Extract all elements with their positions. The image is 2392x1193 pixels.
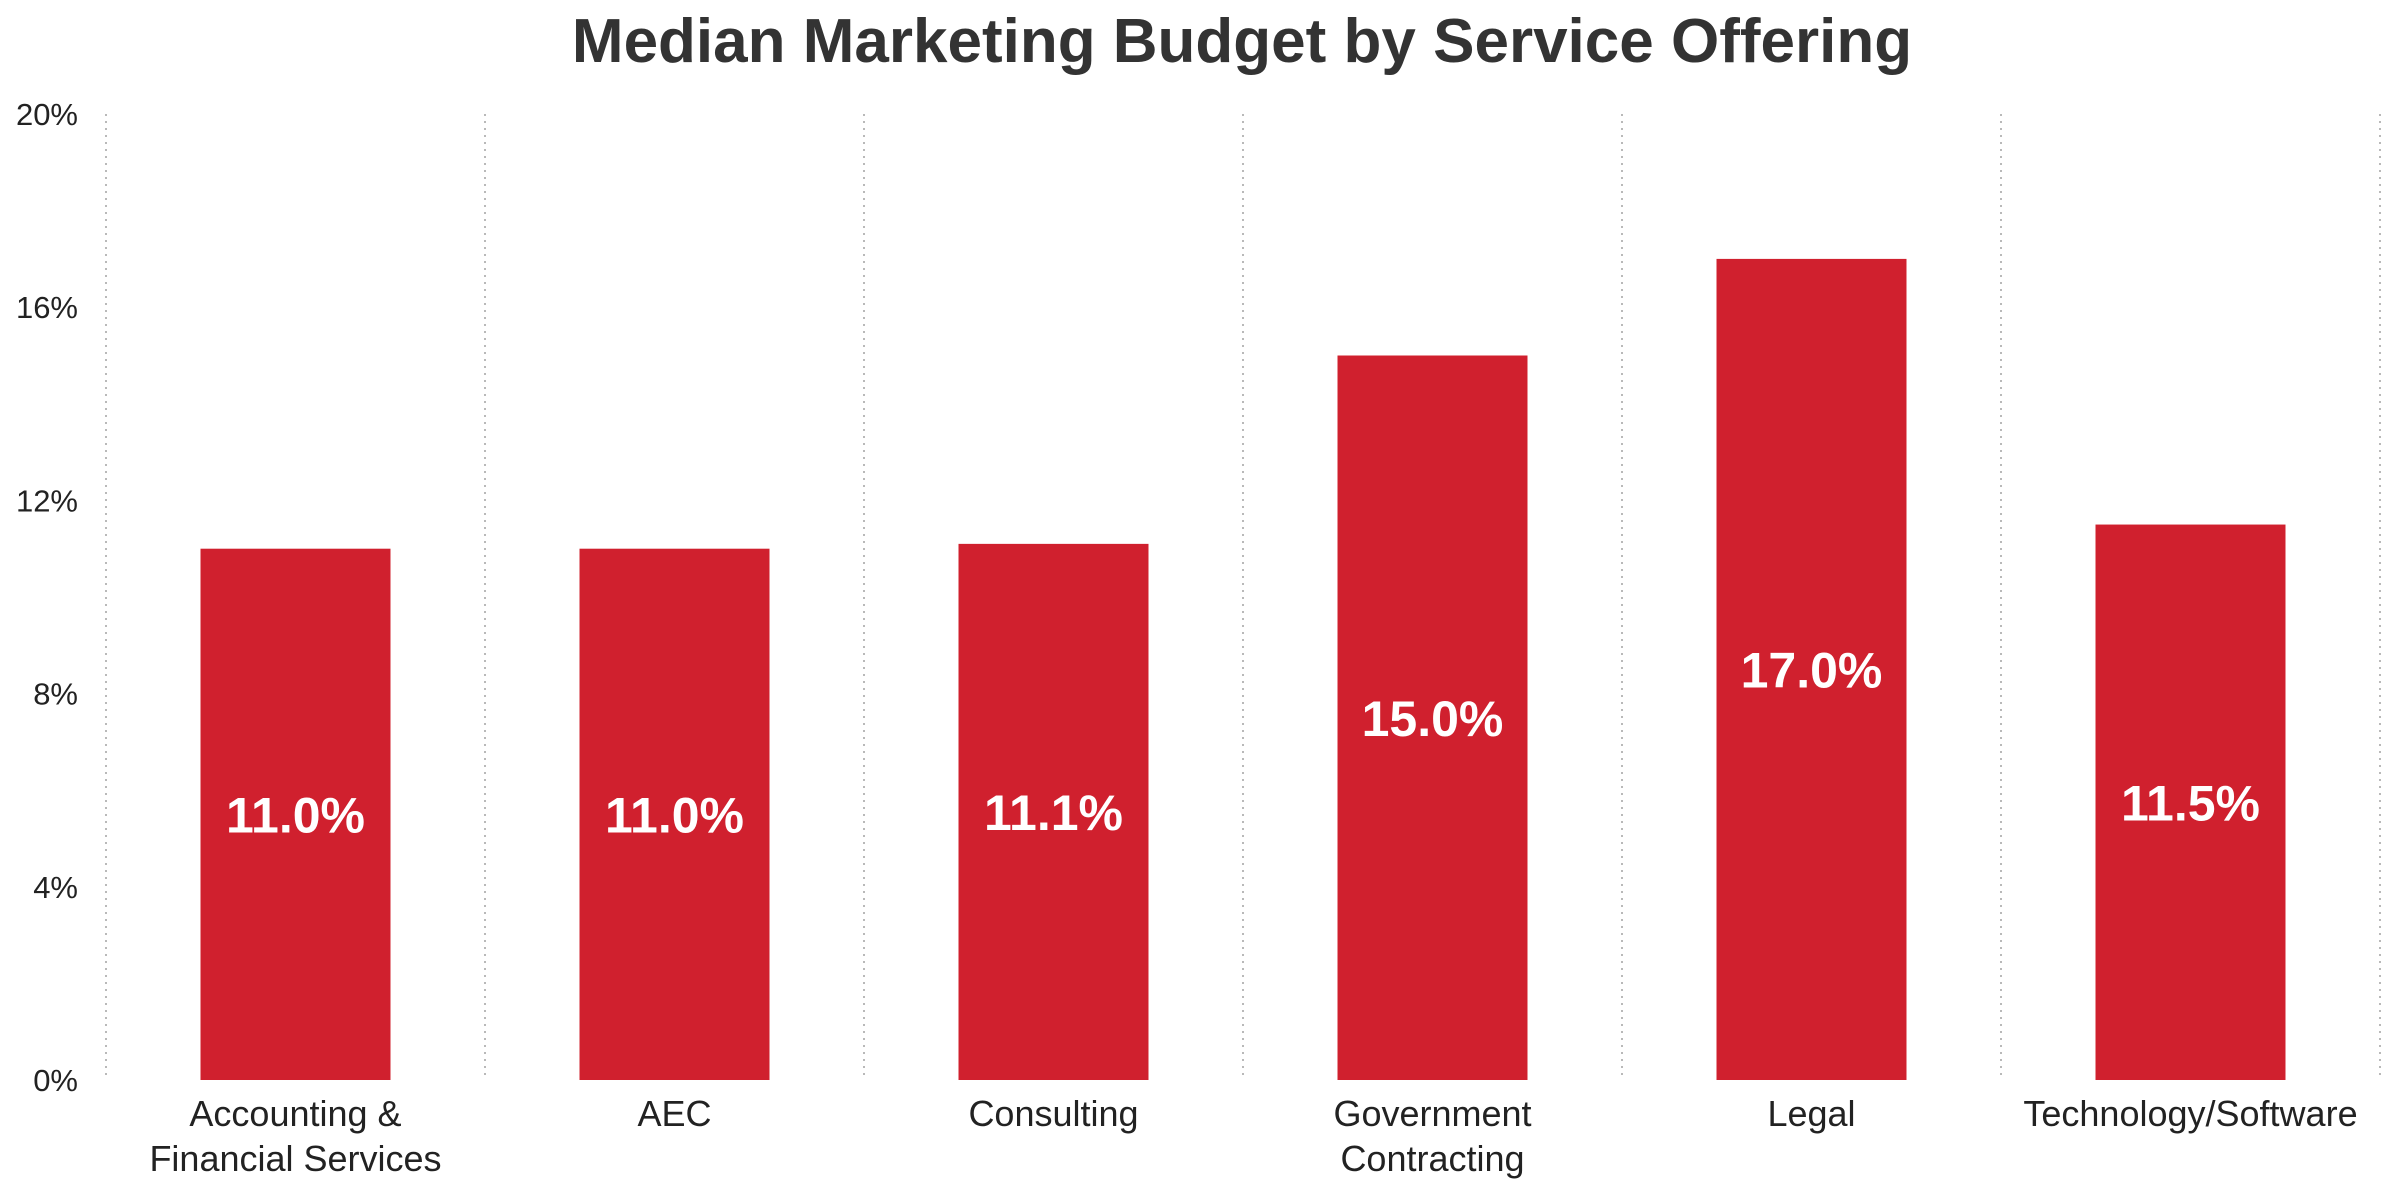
y-tick-label: 4% bbox=[33, 870, 78, 905]
bars bbox=[200, 258, 2286, 1080]
bar-value-label: 11.0% bbox=[226, 787, 365, 843]
bar-value-label: 17.0% bbox=[1741, 642, 1883, 698]
y-tick-label: 0% bbox=[33, 1063, 78, 1098]
bar-value-label: 11.0% bbox=[605, 787, 744, 843]
x-tick-label: Accounting & Financial Services bbox=[149, 1093, 441, 1179]
x-tick-label: Legal bbox=[1767, 1093, 1855, 1134]
x-tick-label: Consulting bbox=[968, 1093, 1138, 1134]
bar bbox=[958, 543, 1149, 1080]
bar-value-label: 15.0% bbox=[1362, 691, 1504, 747]
bar bbox=[2095, 524, 2286, 1080]
y-tick-label: 8% bbox=[33, 677, 78, 712]
grid-lines bbox=[105, 114, 2381, 1080]
chart-title: Median Marketing Budget by Service Offer… bbox=[572, 7, 1912, 76]
y-tick-label: 20% bbox=[16, 97, 78, 132]
y-axis-ticks: 0% 4% 8% 12% 16% 20% bbox=[16, 97, 78, 1098]
bar bbox=[579, 548, 770, 1080]
y-tick-label: 16% bbox=[16, 290, 78, 325]
y-tick-label: 12% bbox=[16, 483, 78, 518]
data-labels: 11.0% 11.0% 11.1% 15.0% 17.0% 11.5% bbox=[226, 642, 2260, 843]
bar bbox=[200, 548, 391, 1080]
bar-value-label: 11.5% bbox=[2121, 775, 2260, 831]
bar bbox=[1337, 355, 1528, 1080]
bar-value-label: 11.1% bbox=[984, 785, 1123, 841]
x-tick-label: Technology/Software bbox=[2023, 1093, 2357, 1134]
x-tick-label: AEC bbox=[637, 1093, 711, 1134]
x-tick-label: Government Contracting bbox=[1333, 1093, 1531, 1179]
bar bbox=[1716, 258, 1907, 1080]
x-axis-ticks: Accounting & Financial Services AEC Consult… bbox=[149, 1093, 2357, 1179]
